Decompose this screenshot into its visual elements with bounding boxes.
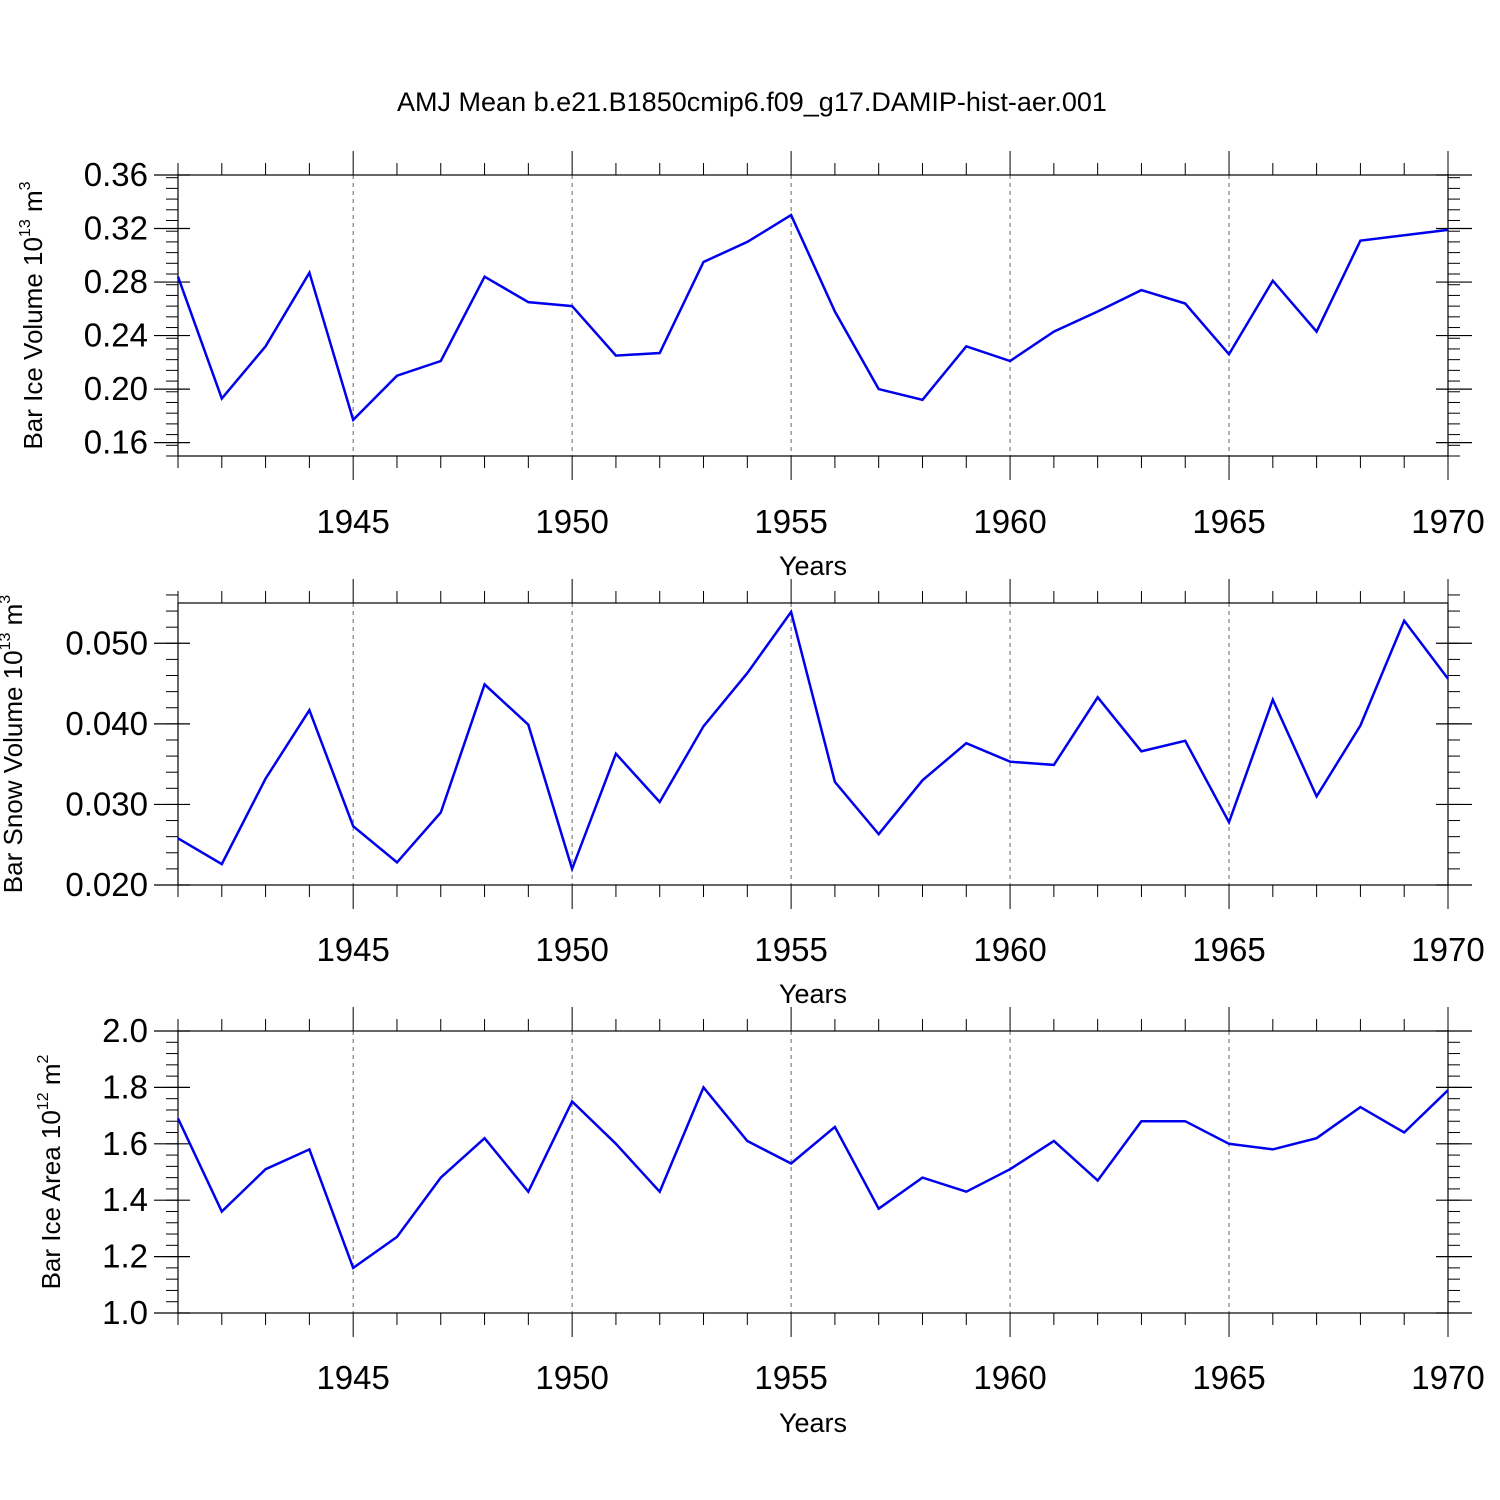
panel-2-ytick-label: 0.020 <box>65 866 148 903</box>
panel-3-ytick-label: 1.2 <box>102 1238 148 1275</box>
panel-3-y-axis-title-exp: 12 <box>35 1092 52 1110</box>
panel-1-xtick-label: 1970 <box>1411 503 1484 540</box>
panel-3-xtick-label: 1955 <box>754 1359 827 1396</box>
panel-2-series-line <box>177 608 1449 873</box>
panel-3-xtick-label: 1960 <box>973 1359 1046 1396</box>
panel-3-frame <box>177 1030 1449 1314</box>
panel-1-y-axis-title: Bar Ice Volume 1013 m3 <box>17 181 48 449</box>
panel-1-frame <box>177 174 1449 457</box>
panel-2: 0.020 0.030 0.040 0.050 1945 1950 1955 1960 1965… <box>0 579 1485 1009</box>
panel-1-x-axis-title: Years <box>779 551 847 581</box>
panel-1-xtick-label: 1945 <box>316 503 389 540</box>
panel-2-y-axis-title-exp: 13 <box>0 632 14 650</box>
panel-3-xtick-label: 1945 <box>316 1359 389 1396</box>
panel-3-x-axis-title: Years <box>779 1408 847 1438</box>
panel-3: 1.0 1.2 1.4 1.6 1.8 2.0 1945 1950 1955 1960 1965 19… <box>35 1007 1485 1438</box>
panel-1-ytick-label: 0.36 <box>84 156 148 193</box>
panel-1-xtick-label: 1960 <box>973 503 1046 540</box>
panel-2-x-axis-title: Years <box>779 979 847 1009</box>
panel-2-y-axis-title: Bar Snow Volume 1013 m3 <box>0 595 28 894</box>
panel-2-frame <box>177 602 1449 886</box>
panel-2-y-axis-title-main: Bar Snow Volume 10 <box>0 650 28 893</box>
panel-3-ytick-label: 2.0 <box>102 1012 148 1049</box>
panel-2-xtick-label: 1965 <box>1192 931 1265 968</box>
panel-2-y-axis-title-unit: m <box>0 604 28 633</box>
panel-3-y-axis-title-unit-exp: 2 <box>35 1054 52 1063</box>
panel-3-y-axis-title-main: Bar Ice Area 10 <box>36 1110 66 1289</box>
panel-3-ytick-label: 1.4 <box>102 1181 148 1218</box>
panel-3-y-axis-title-unit: m <box>36 1063 66 1092</box>
panel-1-y-axis-title-main: Bar Ice Volume 10 <box>18 237 48 449</box>
panel-1: 0.16 0.20 0.24 0.28 0.32 0.36 1945 1950 1955 1960… <box>17 151 1485 581</box>
panel-2-xtick-label: 1960 <box>973 931 1046 968</box>
panel-3-xtick-label: 1965 <box>1192 1359 1265 1396</box>
panel-2-ytick-label: 0.050 <box>65 624 148 661</box>
panel-2-ytick-label: 0.040 <box>65 705 148 742</box>
panel-1-y-axis-title-unit: m <box>18 190 48 219</box>
panel-2-xtick-label: 1950 <box>535 931 608 968</box>
panel-1-xtick-label: 1950 <box>535 503 608 540</box>
panel-1-xtick-label: 1965 <box>1192 503 1265 540</box>
panel-1-series-line <box>176 213 1449 423</box>
panel-1-y-axis-title-exp: 13 <box>17 219 34 237</box>
panel-3-xtick-label: 1970 <box>1411 1359 1484 1396</box>
panel-3-series-line <box>176 1084 1449 1270</box>
panel-3-y-axis-title: Bar Ice Area 1012 m2 <box>35 1054 66 1289</box>
panel-1-ytick-label: 0.28 <box>84 263 148 300</box>
panel-1-ytick-label: 0.24 <box>84 317 148 354</box>
panel-3-ytick-label: 1.8 <box>102 1068 148 1105</box>
panel-1-ytick-label: 0.32 <box>84 210 148 247</box>
panel-1-xtick-label: 1955 <box>754 503 827 540</box>
panel-3-ytick-label: 1.0 <box>102 1294 148 1331</box>
chart-title: AMJ Mean b.e21.B1850cmip6.f09_g17.DAMIP-… <box>397 87 1107 117</box>
panel-2-xtick-label: 1970 <box>1411 931 1484 968</box>
panel-1-ytick-label: 0.16 <box>84 424 148 461</box>
panel-2-xtick-label: 1945 <box>316 931 389 968</box>
panel-3-ytick-label: 1.6 <box>102 1125 148 1162</box>
panel-2-xtick-label: 1955 <box>754 931 827 968</box>
panel-2-y-axis-title-unit-exp: 3 <box>0 595 14 604</box>
panel-2-ytick-label: 0.030 <box>65 785 148 822</box>
panel-1-y-axis-title-unit-exp: 3 <box>17 181 34 190</box>
panel-1-ytick-label: 0.20 <box>84 370 148 407</box>
panel-3-xtick-label: 1950 <box>535 1359 608 1396</box>
